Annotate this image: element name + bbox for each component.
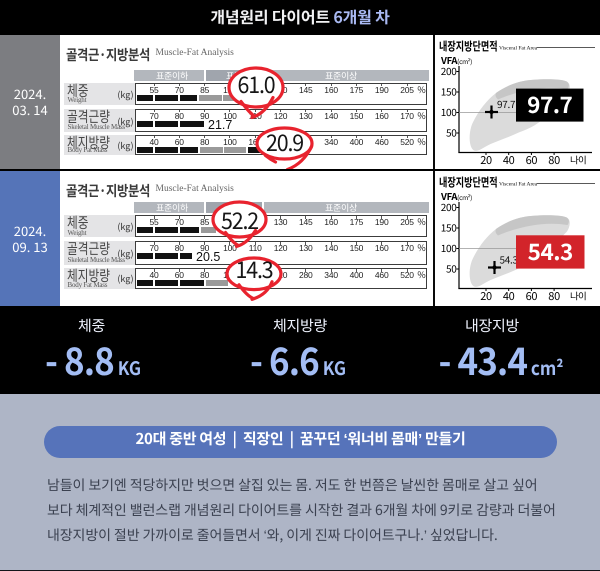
svg-text:VFA(cm²): VFA(cm²): [440, 53, 472, 67]
svg-text:80: 80: [548, 152, 560, 168]
svg-text:80: 80: [548, 288, 560, 304]
svg-text:54.3: 54.3: [500, 252, 518, 267]
svg-text:97.7: 97.7: [497, 96, 516, 111]
svg-text:100: 100: [441, 104, 458, 119]
svg-text:40: 40: [503, 152, 515, 168]
svg-text:54.3: 54.3: [528, 235, 573, 267]
svg-text:97.7: 97.7: [527, 88, 572, 120]
svg-text:14.3: 14.3: [235, 252, 273, 285]
svg-text:20: 20: [480, 152, 492, 168]
svg-text:60: 60: [526, 288, 538, 304]
svg-text:나이: 나이: [570, 289, 586, 303]
svg-text:61.0: 61.0: [237, 67, 275, 100]
svg-text:200: 200: [441, 199, 458, 214]
svg-text:나이: 나이: [570, 153, 586, 167]
svg-text:60: 60: [526, 152, 538, 168]
svg-text:50: 50: [446, 261, 457, 276]
svg-text:50: 50: [446, 125, 457, 140]
svg-text:내장지방단면적: 내장지방단면적: [439, 174, 498, 191]
svg-text:Visceral Fat Area: Visceral Fat Area: [499, 182, 538, 188]
svg-text:VFA(cm²): VFA(cm²): [440, 189, 472, 203]
svg-text:150: 150: [441, 220, 458, 235]
svg-text:40: 40: [503, 288, 515, 304]
svg-text:100: 100: [441, 240, 458, 255]
svg-text:20.9: 20.9: [266, 124, 304, 157]
svg-text:Visceral Fat Area: Visceral Fat Area: [499, 46, 538, 52]
svg-text:내장지방단면적: 내장지방단면적: [439, 38, 498, 55]
svg-text:200: 200: [441, 63, 458, 78]
svg-text:52.2: 52.2: [220, 203, 258, 236]
svg-text:150: 150: [441, 84, 458, 99]
svg-text:20: 20: [480, 288, 492, 304]
